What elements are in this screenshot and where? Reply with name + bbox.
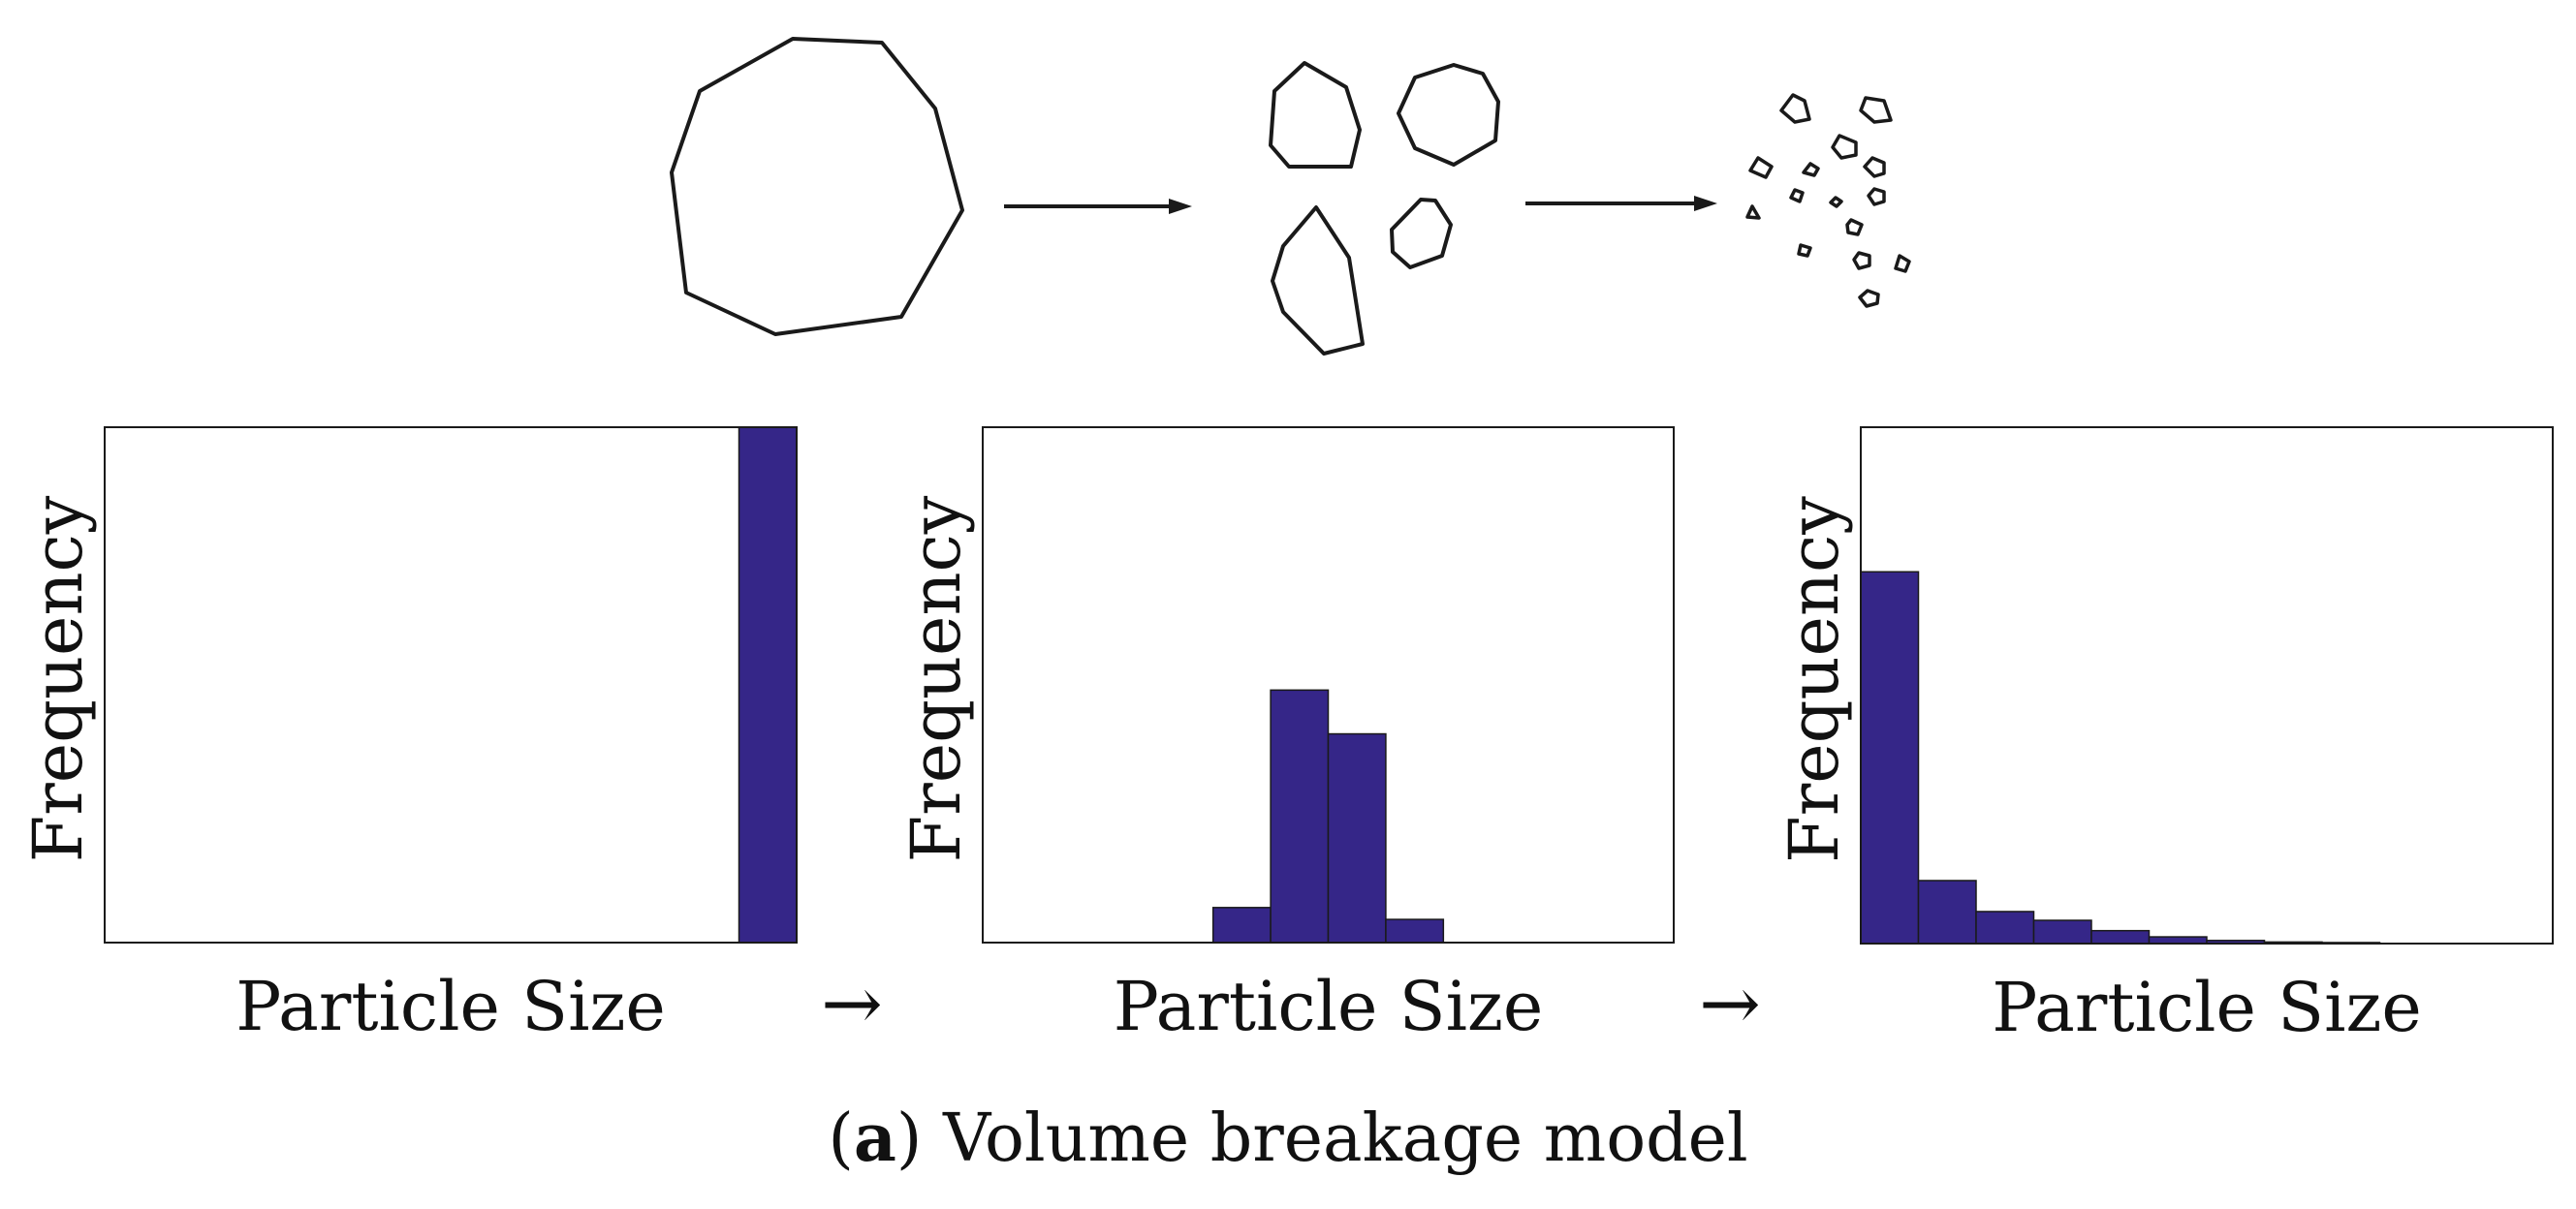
y-axis-label: Frequency (18, 495, 98, 862)
parent-particle (670, 37, 964, 336)
histogram-bar (1385, 918, 1445, 944)
histogram-bar (1917, 880, 1977, 945)
histogram-final: Particle Size Frequency (1775, 426, 2554, 1047)
histogram-bar (1975, 911, 2035, 945)
histogram-intermediate: Particle Size Frequency (896, 426, 1675, 1046)
histogram-bar (2148, 936, 2208, 945)
histogram-initial: Particle Size Frequency (18, 426, 798, 1046)
breakage-arrow-1 (1004, 199, 1192, 214)
histogram-bar (1860, 571, 1920, 945)
small-fragments (1745, 93, 1911, 308)
fragment-particle (1397, 63, 1500, 167)
y-axis-label: Frequency (1775, 496, 1854, 863)
stage-arrow-2: → (1699, 960, 1761, 1046)
plot-frame (1860, 426, 2554, 945)
caption-label: a (853, 1100, 896, 1177)
y-axis-label: Frequency (896, 495, 976, 862)
x-axis-label: Particle Size (236, 967, 666, 1046)
histogram-bar (738, 426, 798, 944)
fragment-particle (1271, 205, 1365, 356)
caption-text: Volume breakage model (943, 1100, 1748, 1177)
x-axis-label: Particle Size (1114, 967, 1544, 1046)
histogram-bar (1270, 689, 1330, 944)
breakage-arrow-2 (1525, 196, 1717, 211)
histogram-bar (1211, 907, 1272, 944)
plot-frame (982, 426, 1675, 944)
plot-frame (104, 426, 798, 944)
fragment-particle (1390, 198, 1453, 269)
histogram-bar (2032, 919, 2092, 945)
histogram-bar (1327, 732, 1387, 944)
particle-breakage-illustration (670, 37, 1911, 356)
stage-arrow-1: → (821, 960, 883, 1046)
fragment-particle (1269, 61, 1362, 169)
histogram-bar (2090, 929, 2151, 945)
figure-caption: (a) Volume breakage model (828, 1100, 1748, 1177)
x-axis-label: Particle Size (1992, 968, 2422, 1047)
